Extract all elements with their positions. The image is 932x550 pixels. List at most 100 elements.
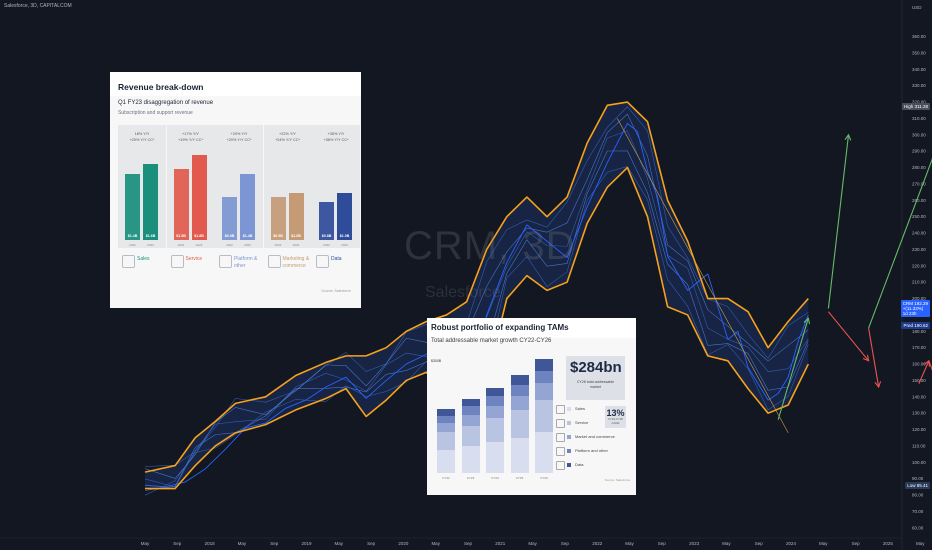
- segment-icon: [170, 255, 184, 268]
- bar-year-label: 2023: [195, 243, 203, 247]
- segment-growth: +17% Y/Y +19% Y/Y CC*: [178, 132, 203, 142]
- x-tick-label: Sep: [270, 541, 279, 546]
- ribbon-line: [144, 106, 809, 467]
- bar-value-label: $1.8B: [194, 234, 204, 238]
- segment-bar: $1.4B: [125, 173, 140, 240]
- tam-total-value: $284bn: [570, 359, 622, 376]
- chart-header: Salesforce, 3D, CAPITALCOM: [4, 3, 72, 9]
- projection-up-arrow-head: [844, 133, 852, 141]
- panel-subtitle: Q1 FY23 disaggregation of revenue: [118, 100, 214, 106]
- segment-growth: 18% Y/Y +20% Y/Y CC*: [129, 132, 155, 142]
- last-price-badge: CRM 192.29 +(11.33%) 1d 23h: [900, 300, 930, 317]
- tam-legend-icon: [556, 419, 565, 428]
- x-tick-label: May: [819, 541, 828, 546]
- tam-subtitle: Total addressable market growth CY22-CY2…: [431, 338, 552, 344]
- projection-up-arrow: [827, 134, 850, 309]
- x-tick-label: Sep: [755, 541, 764, 546]
- bar-value-label: $0.9B: [224, 234, 235, 238]
- segment-name: Data: [331, 256, 342, 262]
- segment-bar: $1.8B: [191, 154, 207, 240]
- tam-stack-segment: [510, 384, 529, 396]
- segment-icon: [316, 255, 329, 268]
- segment-column: +17% Y/Y +19% Y/Y CC* $1.5B 2022 $1.8B 2023: [166, 125, 215, 248]
- panel-source: Source: Salesforce: [321, 289, 351, 293]
- tam-stack-bar: [535, 359, 553, 473]
- tam-stack-bar: [486, 387, 504, 473]
- segment-column: +35% Y/Y +38% Y/Y CC* $0.8B 2022 $1.0B 2023: [312, 125, 360, 248]
- bar-value-label: $1.4B: [242, 234, 253, 238]
- tam-total-box: $284bn CY26 total addressable market: [566, 356, 625, 400]
- projection-down-arrow: [827, 311, 870, 362]
- x-tick-label: May: [141, 541, 150, 546]
- bar-year-label: 2023: [147, 243, 154, 247]
- tam-stack-segment: [461, 414, 480, 426]
- tam-legend-item: Data: [567, 462, 583, 467]
- name-watermark: Salesforce: [425, 284, 501, 301]
- bar-value-label: $1.0B: [291, 234, 301, 238]
- bar-value-label: $0.8B: [321, 234, 332, 238]
- bar-value-label: $0.9B: [273, 234, 283, 238]
- tam-stack-segment: [461, 446, 480, 473]
- projection-up-arrow: [777, 318, 809, 420]
- segment-name: Marketing & commerce: [282, 256, 310, 269]
- bar-year-label: 2022: [226, 243, 233, 247]
- tam-stack-segment: [461, 406, 480, 415]
- tam-stack-segment: [510, 375, 529, 385]
- cagr-value: 13%: [606, 408, 625, 418]
- tam-total-caption: CY26 total addressable market: [576, 380, 615, 389]
- y-tick-label: 330.00: [912, 83, 926, 88]
- y-tick-label: 150.00: [912, 378, 926, 383]
- channel-upper-line: [144, 101, 809, 473]
- tam-stack-segment: [486, 396, 504, 406]
- trend-line: [617, 118, 789, 433]
- y-tick-label: 240.00: [912, 231, 926, 236]
- bar-value-label: $1.4B: [127, 234, 138, 238]
- tam-stack-segment: [535, 383, 553, 401]
- tam-legend-icon: [556, 461, 565, 470]
- tam-stack-segment: [486, 442, 504, 473]
- projection-up-arrow: [868, 158, 932, 329]
- segment-growth: +35% Y/Y +38% Y/Y CC*: [323, 132, 349, 142]
- x-tick-label: 2022: [592, 541, 603, 546]
- segment-column: +20% Y/Y +20% Y/Y CC* $0.9B 2022 $1.4B 2023: [215, 125, 263, 248]
- y-tick-label: 120.00: [912, 427, 926, 432]
- cagr-box: 13% CY22-CY26 CAGR: [605, 406, 626, 428]
- tam-legend-item: Market and commerce: [567, 434, 615, 439]
- tam-stack-segment: [437, 450, 455, 473]
- revenue-breakdown-panel: Revenue break-down Q1 FY23 disaggregatio…: [110, 72, 361, 308]
- channel-band: [145, 102, 809, 489]
- bar-year-label: 2022: [274, 243, 282, 247]
- bar-year-label: 2022: [323, 243, 330, 247]
- y-tick-label: 340.00: [912, 67, 926, 72]
- x-tick-label: Sep: [658, 541, 667, 546]
- tam-legend-icon: [556, 447, 565, 456]
- x-tick-label: 2025: [883, 541, 894, 546]
- tam-stack-segment: [535, 370, 553, 384]
- tam-year-label: CY22: [442, 476, 450, 480]
- y-tick-label: 180.00: [912, 329, 926, 334]
- x-tick-label: Sep: [852, 541, 861, 546]
- segment-bar: $1.5B: [173, 168, 189, 240]
- y-tick-label: 220.00: [912, 263, 926, 268]
- bar-year-label: 2023: [292, 243, 300, 247]
- segment-bar: $0.9B: [222, 197, 237, 240]
- x-tick-label: May: [528, 541, 537, 546]
- x-tick-label: May: [916, 541, 925, 546]
- y-tick-label: 260.00: [912, 198, 926, 203]
- bar-year-label: 2022: [177, 243, 185, 247]
- segment-growth: +22% Y/Y +24% Y/Y CC*: [275, 132, 300, 142]
- y-tick-label: 360.00: [912, 34, 926, 39]
- y-tick-label: 290.00: [912, 149, 926, 154]
- tam-stack-segment: [535, 400, 553, 433]
- projection-down-arrow: [918, 360, 930, 384]
- segment-bar: $0.8B: [319, 202, 334, 240]
- tam-unit-label: $300B: [431, 359, 442, 363]
- y-tick-label: 170.00: [912, 345, 926, 350]
- y-tick-label: 350.00: [912, 50, 926, 55]
- y-tick-label: 230.00: [912, 247, 926, 252]
- tam-stack-segment: [486, 405, 504, 419]
- panel-title: Revenue break-down: [118, 82, 204, 92]
- tam-stack-bar: [461, 399, 480, 473]
- x-tick-label: Sep: [367, 541, 376, 546]
